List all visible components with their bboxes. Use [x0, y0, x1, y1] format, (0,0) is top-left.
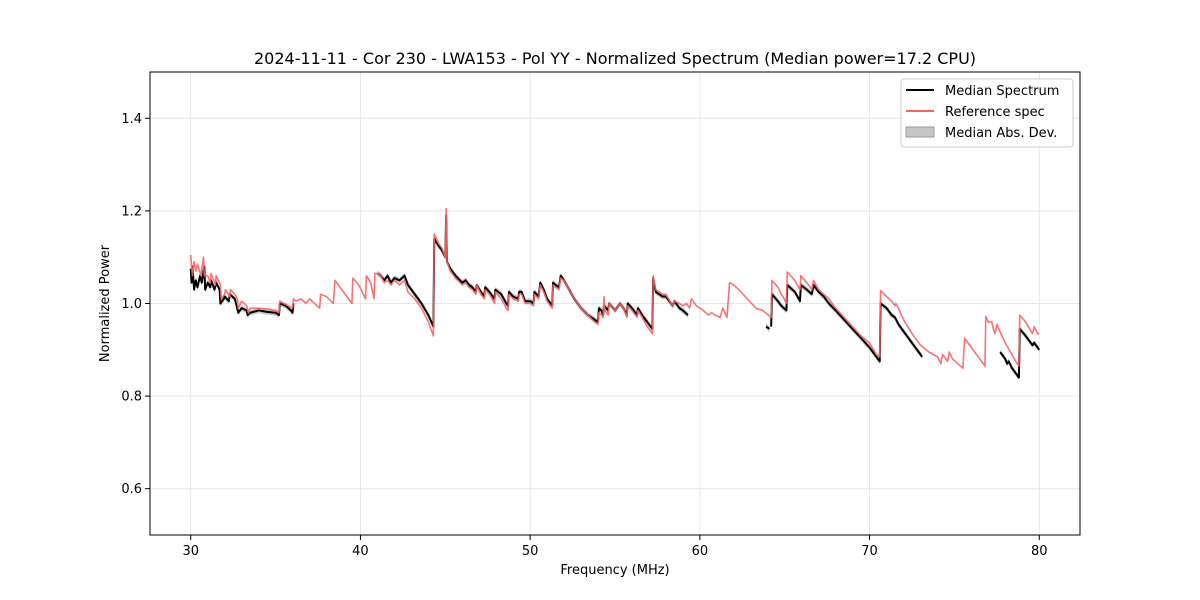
median-spectrum-layer: [189, 214, 1041, 379]
reference-spectrum-line: [189, 207, 1040, 370]
legend-median-label: Median Spectrum: [945, 84, 1059, 99]
y-tick-label: 1.4: [121, 112, 142, 127]
x-axis-label: Frequency (MHz): [560, 563, 669, 578]
y-tick-label: 1.0: [121, 297, 142, 312]
chart-title: 2024-11-11 - Cor 230 - LWA153 - Pol YY -…: [254, 49, 976, 68]
y-tick-label: 0.6: [121, 482, 142, 497]
y-tick-label: 1.2: [121, 204, 142, 219]
legend: Median Spectrum Reference spec Median Ab…: [900, 78, 1074, 148]
reference-spectrum-layer: [189, 207, 1040, 370]
y-tick-label: 0.8: [121, 390, 142, 405]
legend-mad-label: Median Abs. Dev.: [945, 126, 1057, 141]
x-tick-label: 60: [692, 544, 709, 559]
median-spectrum-line: [189, 265, 295, 317]
legend-box: [900, 78, 1074, 148]
x-tick-label: 50: [522, 544, 539, 559]
mad-band: [190, 263, 294, 318]
median-spectrum-line: [765, 325, 771, 330]
legend-reference-label: Reference spec: [945, 105, 1045, 120]
x-tick-label: 80: [1031, 544, 1048, 559]
median-spectrum-line: [999, 327, 1041, 379]
x-tick-label: 70: [861, 544, 878, 559]
y-axis-label: Normalized Power: [98, 244, 113, 362]
legend-mad-swatch: [905, 126, 935, 138]
median-spectrum-line: [376, 214, 689, 330]
x-tick-label: 30: [182, 544, 199, 559]
tick-layer: 30 40 50 60 70 80 0.6 0.8 1.0 1.2 1.4: [121, 112, 1047, 559]
x-tick-label: 40: [352, 544, 369, 559]
